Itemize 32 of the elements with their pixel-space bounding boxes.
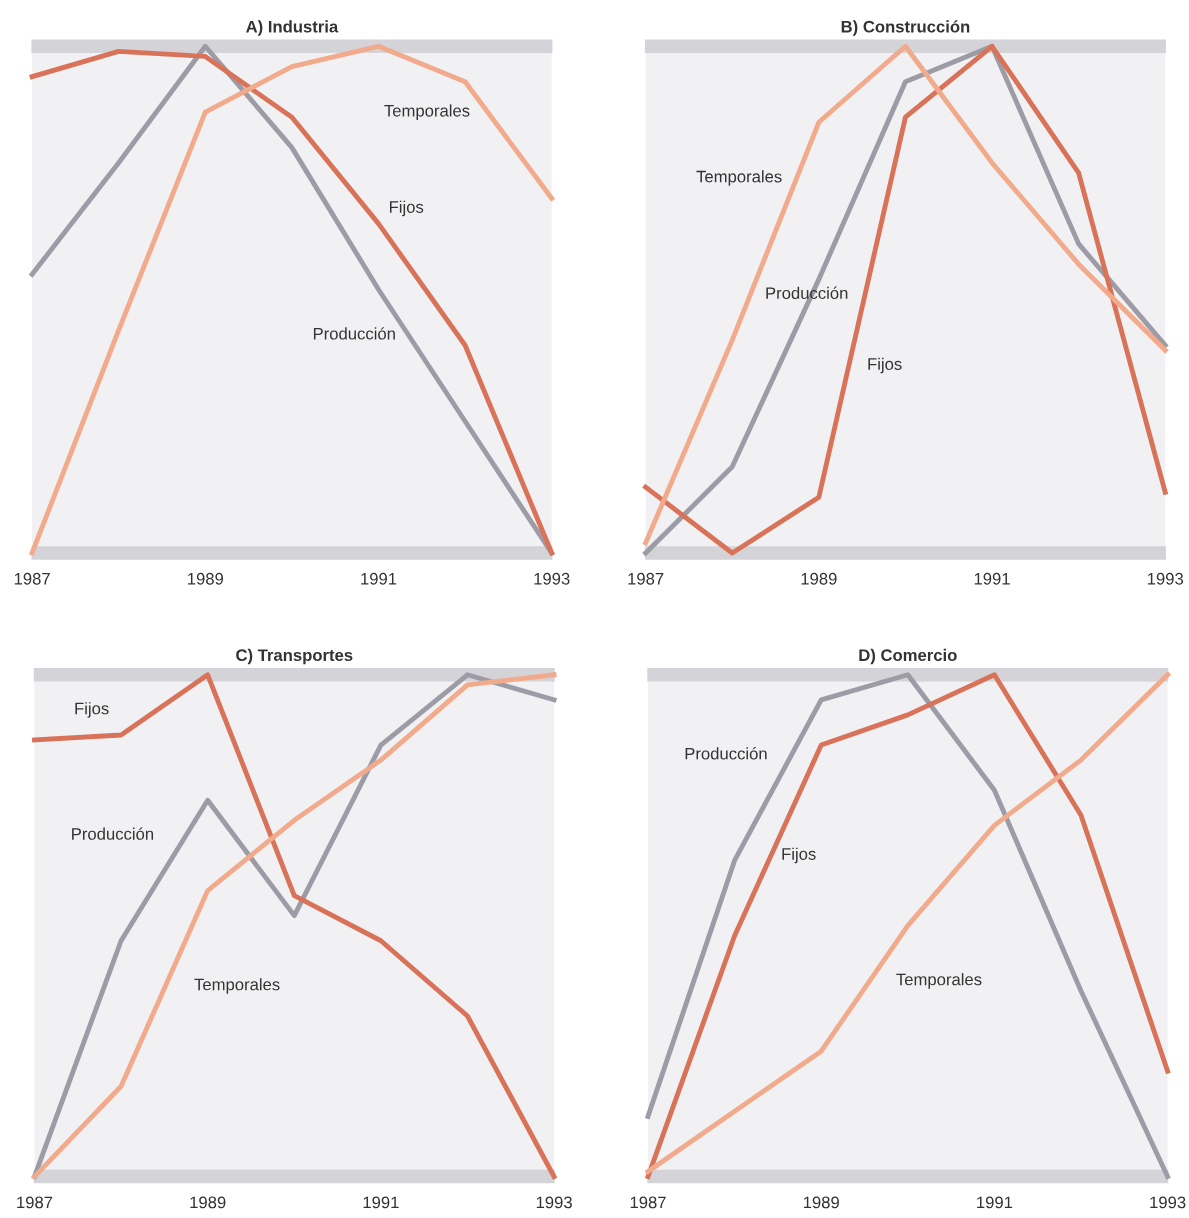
chart-title: B) Construcción: [841, 20, 970, 36]
series-label: Temporales: [384, 104, 470, 120]
series-label: Fijos: [75, 702, 109, 718]
chart-title: C) Transportes: [236, 648, 353, 665]
series-label: Fijos: [868, 357, 902, 374]
series-label: Producción: [72, 827, 154, 840]
series-label: Fijos: [782, 847, 816, 864]
series-label: Temporales: [696, 170, 782, 186]
x-tick-label: 1993: [1150, 1196, 1186, 1209]
x-tick-label: 1987: [17, 1196, 53, 1209]
x-tick-label: 1987: [628, 572, 664, 585]
chart-title: A) Industria: [246, 20, 339, 36]
chart-title: D) Comercio: [859, 648, 957, 665]
x-tick-label: 1989: [801, 572, 837, 585]
x-tick-label: 1987: [630, 1196, 666, 1209]
series-label: Temporales: [896, 973, 982, 989]
x-tick-label: 1993: [534, 572, 570, 585]
x-tick-label: 1987: [14, 572, 50, 585]
x-tick-label: 1989: [803, 1196, 839, 1209]
x-tick-label: 1991: [361, 572, 397, 585]
series-label: Producción: [685, 747, 767, 760]
x-tick-label: 1991: [363, 1196, 399, 1209]
series-label: Fijos: [389, 200, 424, 217]
series-label: Temporales: [194, 978, 280, 994]
x-tick-label: 1993: [536, 1196, 572, 1209]
series-label: Producción: [766, 286, 848, 300]
x-tick-label: 1991: [977, 1196, 1013, 1209]
x-tick-label: 1993: [1147, 572, 1184, 585]
x-tick-label: 1989: [190, 1196, 226, 1209]
series-label: Producción: [313, 327, 395, 340]
x-tick-label: 1989: [188, 572, 224, 585]
x-tick-label: 1991: [974, 572, 1010, 585]
